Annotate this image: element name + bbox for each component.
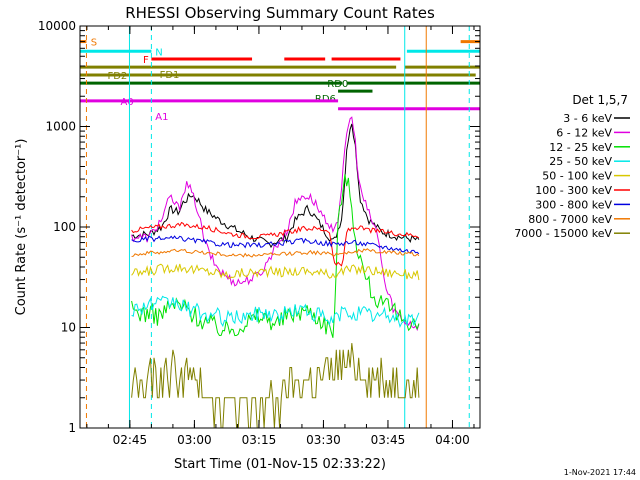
series-line <box>131 235 420 255</box>
series-line <box>131 263 420 281</box>
data-series <box>131 116 420 429</box>
y-tick-label: 1 <box>68 421 76 435</box>
y-tick-label: 10 <box>61 321 76 335</box>
x-tick-label: 02:45 <box>113 433 148 447</box>
legend-title: Det 1,5,7 <box>572 93 628 107</box>
legend-entry-label: 800 - 7000 keV <box>528 213 612 226</box>
legend-entry-label: 50 - 100 keV <box>542 170 612 183</box>
flag-label: A1 <box>155 112 168 123</box>
footer-timestamp: 1-Nov-2021 17:44 <box>564 468 636 477</box>
series-line <box>131 295 420 329</box>
x-tick-label: 03:30 <box>306 433 341 447</box>
time-markers <box>85 26 470 428</box>
y-tick-label: 1000 <box>45 120 76 134</box>
flag-label: N <box>155 47 162 58</box>
flag-label: RD0 <box>327 79 348 90</box>
legend-entry-label: 7000 - 15000 keV <box>514 227 612 240</box>
x-tick-label: 03:00 <box>177 433 212 447</box>
x-tick-label: 03:45 <box>371 433 406 447</box>
series-line <box>131 174 420 338</box>
legend-entry-label: 12 - 25 keV <box>549 141 612 154</box>
x-tick-label: 03:15 <box>242 433 277 447</box>
legend-entry-label: 100 - 300 keV <box>535 184 612 197</box>
flag-label: F <box>143 55 149 66</box>
series-line <box>131 343 420 429</box>
series-line <box>131 116 420 332</box>
x-axis-label: Start Time (01-Nov-15 02:33:22) <box>174 457 386 472</box>
y-tick-label: 10000 <box>38 19 76 33</box>
legend-entry-label: 3 - 6 keV <box>563 112 612 125</box>
legend-entry-label: 300 - 800 keV <box>535 198 612 211</box>
x-tick-label: 04:00 <box>435 433 470 447</box>
y-tick-label: 100 <box>53 220 76 234</box>
legend-entry-label: 25 - 50 keV <box>549 155 612 168</box>
chart-title: RHESSI Observing Summary Count Rates <box>125 4 435 22</box>
axes: 02:45 03:00 03:15 03:30 03:45 04:00 1 10 100 1000… <box>38 19 480 447</box>
flag-label: S <box>91 38 97 49</box>
flag-bars: SNFFD1FD2RD0RD6A0A1 <box>80 38 480 123</box>
legend-entry-label: 6 - 12 keV <box>556 126 612 139</box>
y-axis-label: Count Rate (s⁻¹ detector⁻¹) <box>14 139 29 316</box>
flag-label: FD2 <box>107 71 127 82</box>
series-line <box>131 221 420 267</box>
series-line <box>131 248 420 258</box>
flag-label: A0 <box>121 97 134 108</box>
